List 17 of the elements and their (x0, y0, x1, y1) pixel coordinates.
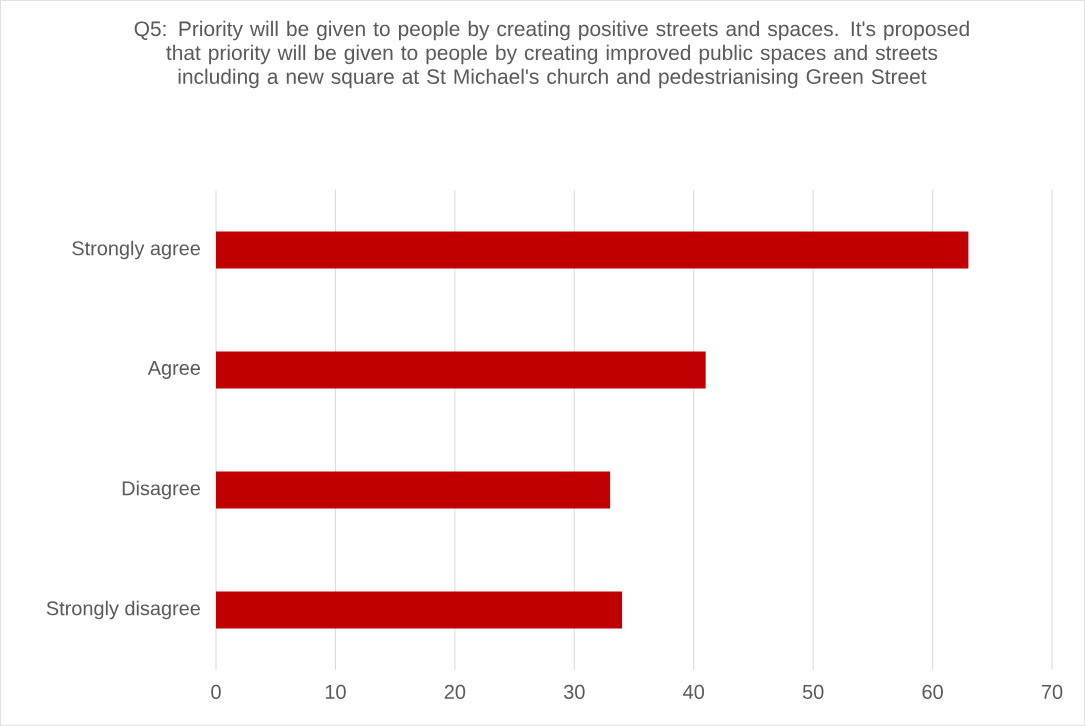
y-tick-label: Disagree (122, 480, 200, 500)
y-tick-label: Strongly disagree (46, 600, 200, 620)
bar (216, 351, 706, 389)
chart-title: Q5: Priority will be given to people by creating positive streets and spaces. It's proposed that priority will be given to people by creating improved public spaces and streets including a new square at St Michael's church and pedestrianising Green Street (134, 20, 969, 89)
x-tick-label: 10 (325, 684, 346, 699)
x-tick-label: 0 (211, 684, 221, 699)
x-tick-label: 60 (922, 684, 943, 699)
x-tick-label: 70 (1041, 684, 1063, 699)
y-tick-label: Strongly agree (72, 240, 200, 260)
x-tick-label: 40 (683, 684, 705, 699)
bar (216, 231, 969, 269)
bar (216, 471, 611, 509)
x-tick-label: 20 (444, 684, 466, 699)
x-tick-label: 30 (563, 684, 585, 699)
x-tick-label: 50 (802, 684, 824, 699)
bar (216, 591, 623, 629)
y-tick-label: Agree (147, 361, 201, 379)
